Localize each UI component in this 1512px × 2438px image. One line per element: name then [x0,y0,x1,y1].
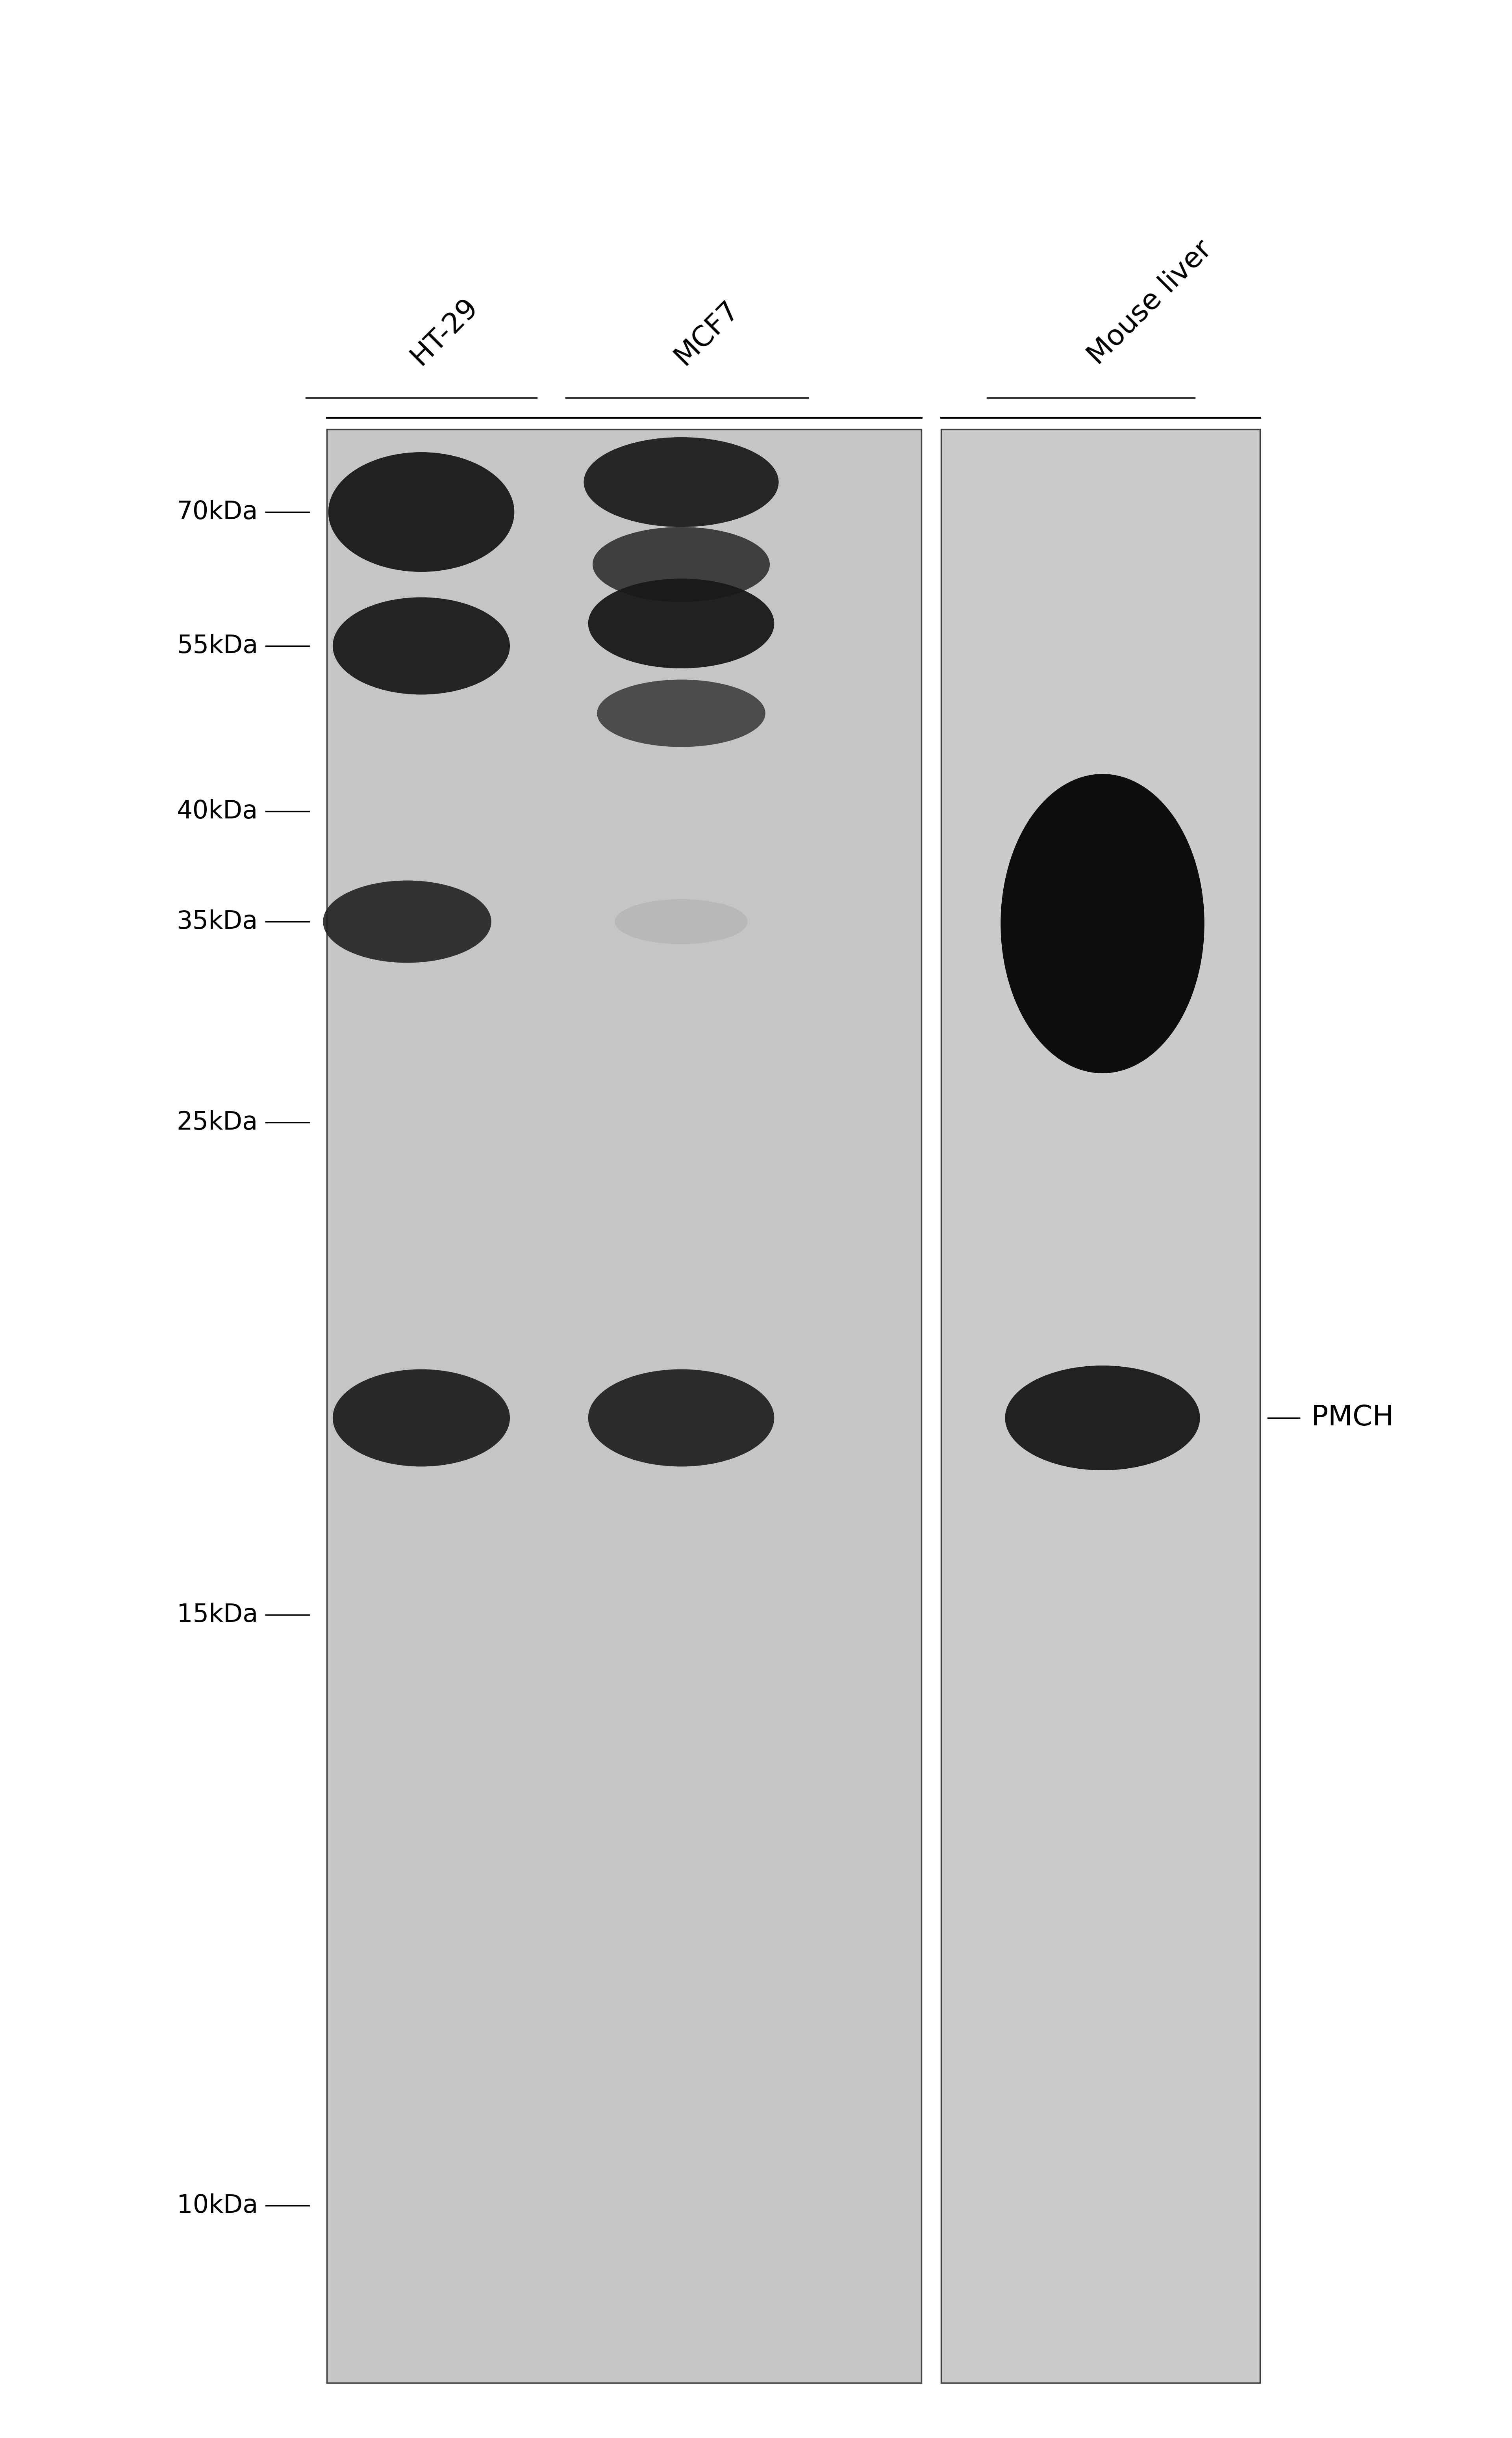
Ellipse shape [588,578,774,668]
Text: MCF7: MCF7 [670,295,744,371]
Ellipse shape [328,451,514,573]
Text: 10kDa: 10kDa [177,2194,259,2219]
Ellipse shape [324,880,491,963]
Text: 15kDa: 15kDa [177,1602,259,1626]
Ellipse shape [588,1370,774,1468]
Ellipse shape [615,900,747,944]
Text: Mouse liver: Mouse liver [1083,236,1217,371]
Ellipse shape [584,436,779,527]
Text: HT-29: HT-29 [405,293,484,371]
Text: 70kDa: 70kDa [177,500,259,524]
Text: PMCH: PMCH [1311,1404,1394,1431]
Bar [327,429,921,2382]
Text: 40kDa: 40kDa [177,800,259,824]
Text: 25kDa: 25kDa [177,1109,259,1134]
Bar [940,429,1259,2382]
Ellipse shape [333,1370,510,1468]
Ellipse shape [1005,1365,1201,1470]
Text: 55kDa: 55kDa [177,634,259,658]
Ellipse shape [333,597,510,695]
Ellipse shape [593,527,770,602]
Ellipse shape [1001,773,1205,1073]
Text: 35kDa: 35kDa [177,909,259,934]
Ellipse shape [597,680,765,746]
